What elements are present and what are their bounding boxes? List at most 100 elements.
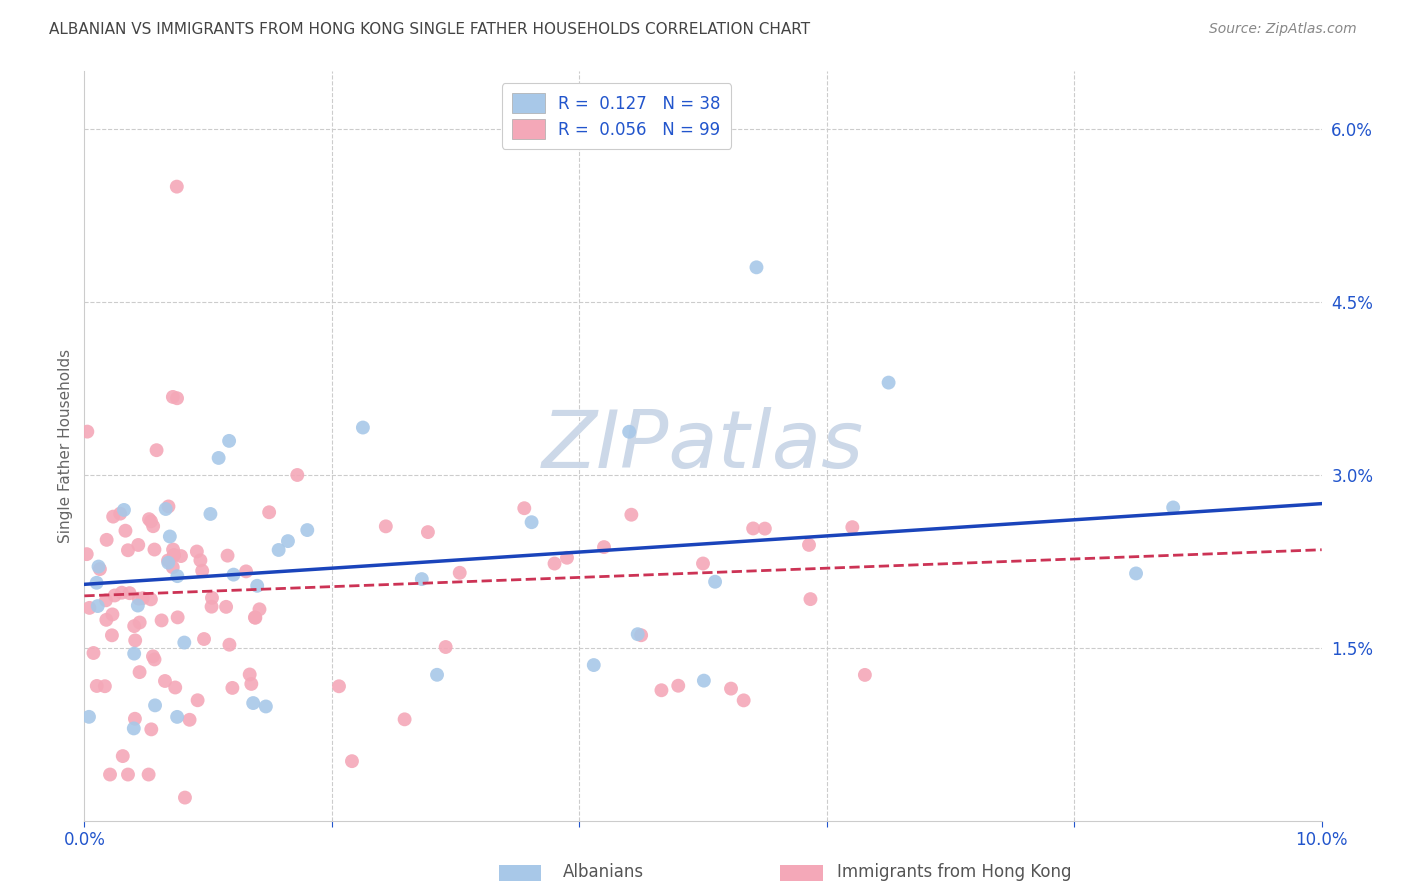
Point xyxy=(128,591,150,606)
Point xyxy=(426,667,449,681)
Point xyxy=(240,677,263,691)
Point xyxy=(165,681,187,695)
Point xyxy=(77,710,100,724)
Point xyxy=(630,628,652,642)
Point xyxy=(201,591,224,605)
Point xyxy=(127,599,149,613)
Point xyxy=(166,569,188,583)
Point xyxy=(173,635,195,649)
Point xyxy=(79,600,101,615)
Point xyxy=(142,649,165,664)
Point xyxy=(627,627,650,641)
Point xyxy=(143,652,166,666)
Point xyxy=(138,767,160,781)
Point xyxy=(257,505,280,519)
Point xyxy=(76,547,98,561)
Point xyxy=(200,599,222,614)
Point xyxy=(620,508,643,522)
Point xyxy=(122,647,145,661)
Point xyxy=(153,673,176,688)
Point xyxy=(98,767,121,781)
Legend: R =  0.127   N = 38, R =  0.056   N = 99: R = 0.127 N = 38, R = 0.056 N = 99 xyxy=(502,84,731,149)
Point xyxy=(145,443,167,458)
Point xyxy=(111,585,134,599)
Point xyxy=(162,390,184,404)
Point xyxy=(101,509,124,524)
Point xyxy=(179,713,201,727)
Point xyxy=(1125,566,1147,581)
Point xyxy=(217,549,239,563)
Point xyxy=(411,572,433,586)
Point xyxy=(841,520,863,534)
Point xyxy=(200,507,222,521)
Point xyxy=(555,550,578,565)
Point xyxy=(249,602,271,616)
Point xyxy=(191,564,214,578)
Point xyxy=(94,593,117,607)
Point xyxy=(86,679,108,693)
Point xyxy=(799,592,821,607)
Point xyxy=(124,712,146,726)
Point xyxy=(108,507,131,521)
Point xyxy=(166,391,188,405)
Point xyxy=(118,586,141,600)
Point xyxy=(186,544,208,558)
Point xyxy=(745,260,768,275)
Point xyxy=(434,640,457,654)
Point xyxy=(127,538,149,552)
Point xyxy=(163,548,186,562)
Point xyxy=(122,619,145,633)
Point xyxy=(245,611,267,625)
Point xyxy=(166,179,188,194)
Point xyxy=(254,699,277,714)
Point xyxy=(128,615,150,630)
Point xyxy=(218,434,240,448)
Point xyxy=(101,628,124,642)
Point xyxy=(416,525,439,540)
Point xyxy=(754,522,776,536)
Point xyxy=(617,425,640,439)
Point xyxy=(157,556,180,570)
Point xyxy=(122,722,145,736)
Point xyxy=(170,549,193,563)
Point xyxy=(94,679,117,693)
Point xyxy=(96,533,118,547)
Point xyxy=(593,540,616,554)
Point xyxy=(86,575,108,590)
Point xyxy=(215,599,238,614)
Point xyxy=(166,710,188,724)
Point xyxy=(82,646,104,660)
Point xyxy=(277,534,299,549)
Point xyxy=(267,543,290,558)
Point xyxy=(157,553,180,567)
Point xyxy=(89,562,111,576)
Point xyxy=(187,693,209,707)
Point xyxy=(218,638,240,652)
Point xyxy=(242,696,264,710)
Point xyxy=(163,549,186,563)
Point xyxy=(853,668,876,682)
Text: ALBANIAN VS IMMIGRANTS FROM HONG KONG SINGLE FATHER HOUSEHOLDS CORRELATION CHART: ALBANIAN VS IMMIGRANTS FROM HONG KONG SI… xyxy=(49,22,810,37)
Point xyxy=(87,599,110,613)
Point xyxy=(166,610,188,624)
Point xyxy=(239,667,262,681)
Point xyxy=(582,658,605,673)
Point xyxy=(692,557,714,571)
Point xyxy=(666,679,689,693)
Point xyxy=(159,529,181,543)
Point xyxy=(246,579,269,593)
Point xyxy=(394,712,416,726)
Point xyxy=(162,542,184,557)
Point xyxy=(328,679,350,693)
Point xyxy=(96,613,118,627)
Point xyxy=(877,376,900,390)
Point xyxy=(150,614,173,628)
Point xyxy=(143,542,166,557)
Point xyxy=(193,632,215,646)
Point xyxy=(117,767,139,781)
Point xyxy=(1161,500,1184,515)
Point xyxy=(162,560,184,574)
Point xyxy=(112,503,135,517)
Point xyxy=(190,553,212,567)
Point xyxy=(142,519,165,533)
